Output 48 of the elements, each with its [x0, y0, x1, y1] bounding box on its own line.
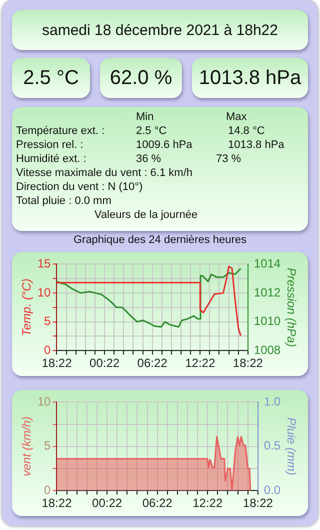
text: Direction du vent : N (10°) [16, 181, 143, 193]
text: 2.5 °C [23, 66, 79, 90]
x-tick-label: 18:22 [242, 496, 274, 510]
x-tick-label: 18:22 [42, 356, 72, 370]
x-tick-label: 00:22 [92, 496, 122, 510]
y2-tick-label: 1008 [254, 342, 281, 357]
y-tick-label: 15 [37, 256, 52, 271]
chart-title: Graphique des 24 dernières heures [72, 234, 248, 246]
text: 36 % [136, 153, 162, 165]
text: Humidité ext. : [16, 153, 86, 165]
y-tick-label: 5 [44, 314, 52, 328]
text: 73 % [216, 153, 242, 165]
text: Température ext. : [16, 125, 105, 137]
x-tick-label: 06:22 [142, 496, 173, 510]
text: 62.0 % [110, 66, 172, 90]
y-tick-label: 5 [44, 438, 52, 453]
x-tick-label: 18:22 [42, 496, 72, 510]
text: Min [136, 111, 154, 123]
text: Valeurs de la journée [93, 209, 199, 221]
y-tick-label: 10 [37, 394, 52, 409]
y2-tick-label: 0.5 [264, 438, 281, 453]
y-axis-title: vent (km/h) [20, 416, 34, 476]
y2-tick-label: 0.0 [264, 482, 281, 497]
text: Total pluie : 0.0 mm [16, 195, 112, 207]
y2-tick-label: 1010 [254, 314, 281, 328]
text: Max [226, 111, 247, 123]
text: Pression rel. : [16, 139, 84, 151]
text: 2.5 °C [136, 125, 167, 137]
text: samedi 18 décembre 2021 à 18h22 [42, 22, 278, 38]
x-tick-label: 06:22 [137, 356, 168, 370]
y2-tick-label: 1012 [254, 285, 281, 300]
text: 1009.6 hPa [136, 139, 192, 151]
y-tick-label: 0 [44, 342, 52, 357]
text: Vitesse maximale du vent : 6.1 km/h [16, 167, 192, 179]
y2-axis-title: Pluie (mm) [284, 417, 298, 476]
y-axis-title: Temp. (°C) [20, 278, 34, 336]
y2-tick-label: 1014 [254, 256, 281, 271]
x-tick-label: 12:22 [185, 356, 216, 370]
text: 1013.8 hPa [228, 139, 284, 151]
y2-axis-title: Pression (hPa) [284, 268, 298, 348]
text: 14.8 °C [228, 125, 265, 137]
y-tick-label: 10 [37, 285, 52, 300]
x-tick-label: 00:22 [90, 356, 120, 370]
text: 1013.8 hPa [198, 66, 302, 90]
x-tick-label: 18:22 [232, 356, 264, 370]
y-tick-label: 0 [44, 482, 52, 497]
x-tick-label: 12:22 [192, 496, 223, 510]
y2-tick-label: 1.0 [264, 394, 281, 409]
